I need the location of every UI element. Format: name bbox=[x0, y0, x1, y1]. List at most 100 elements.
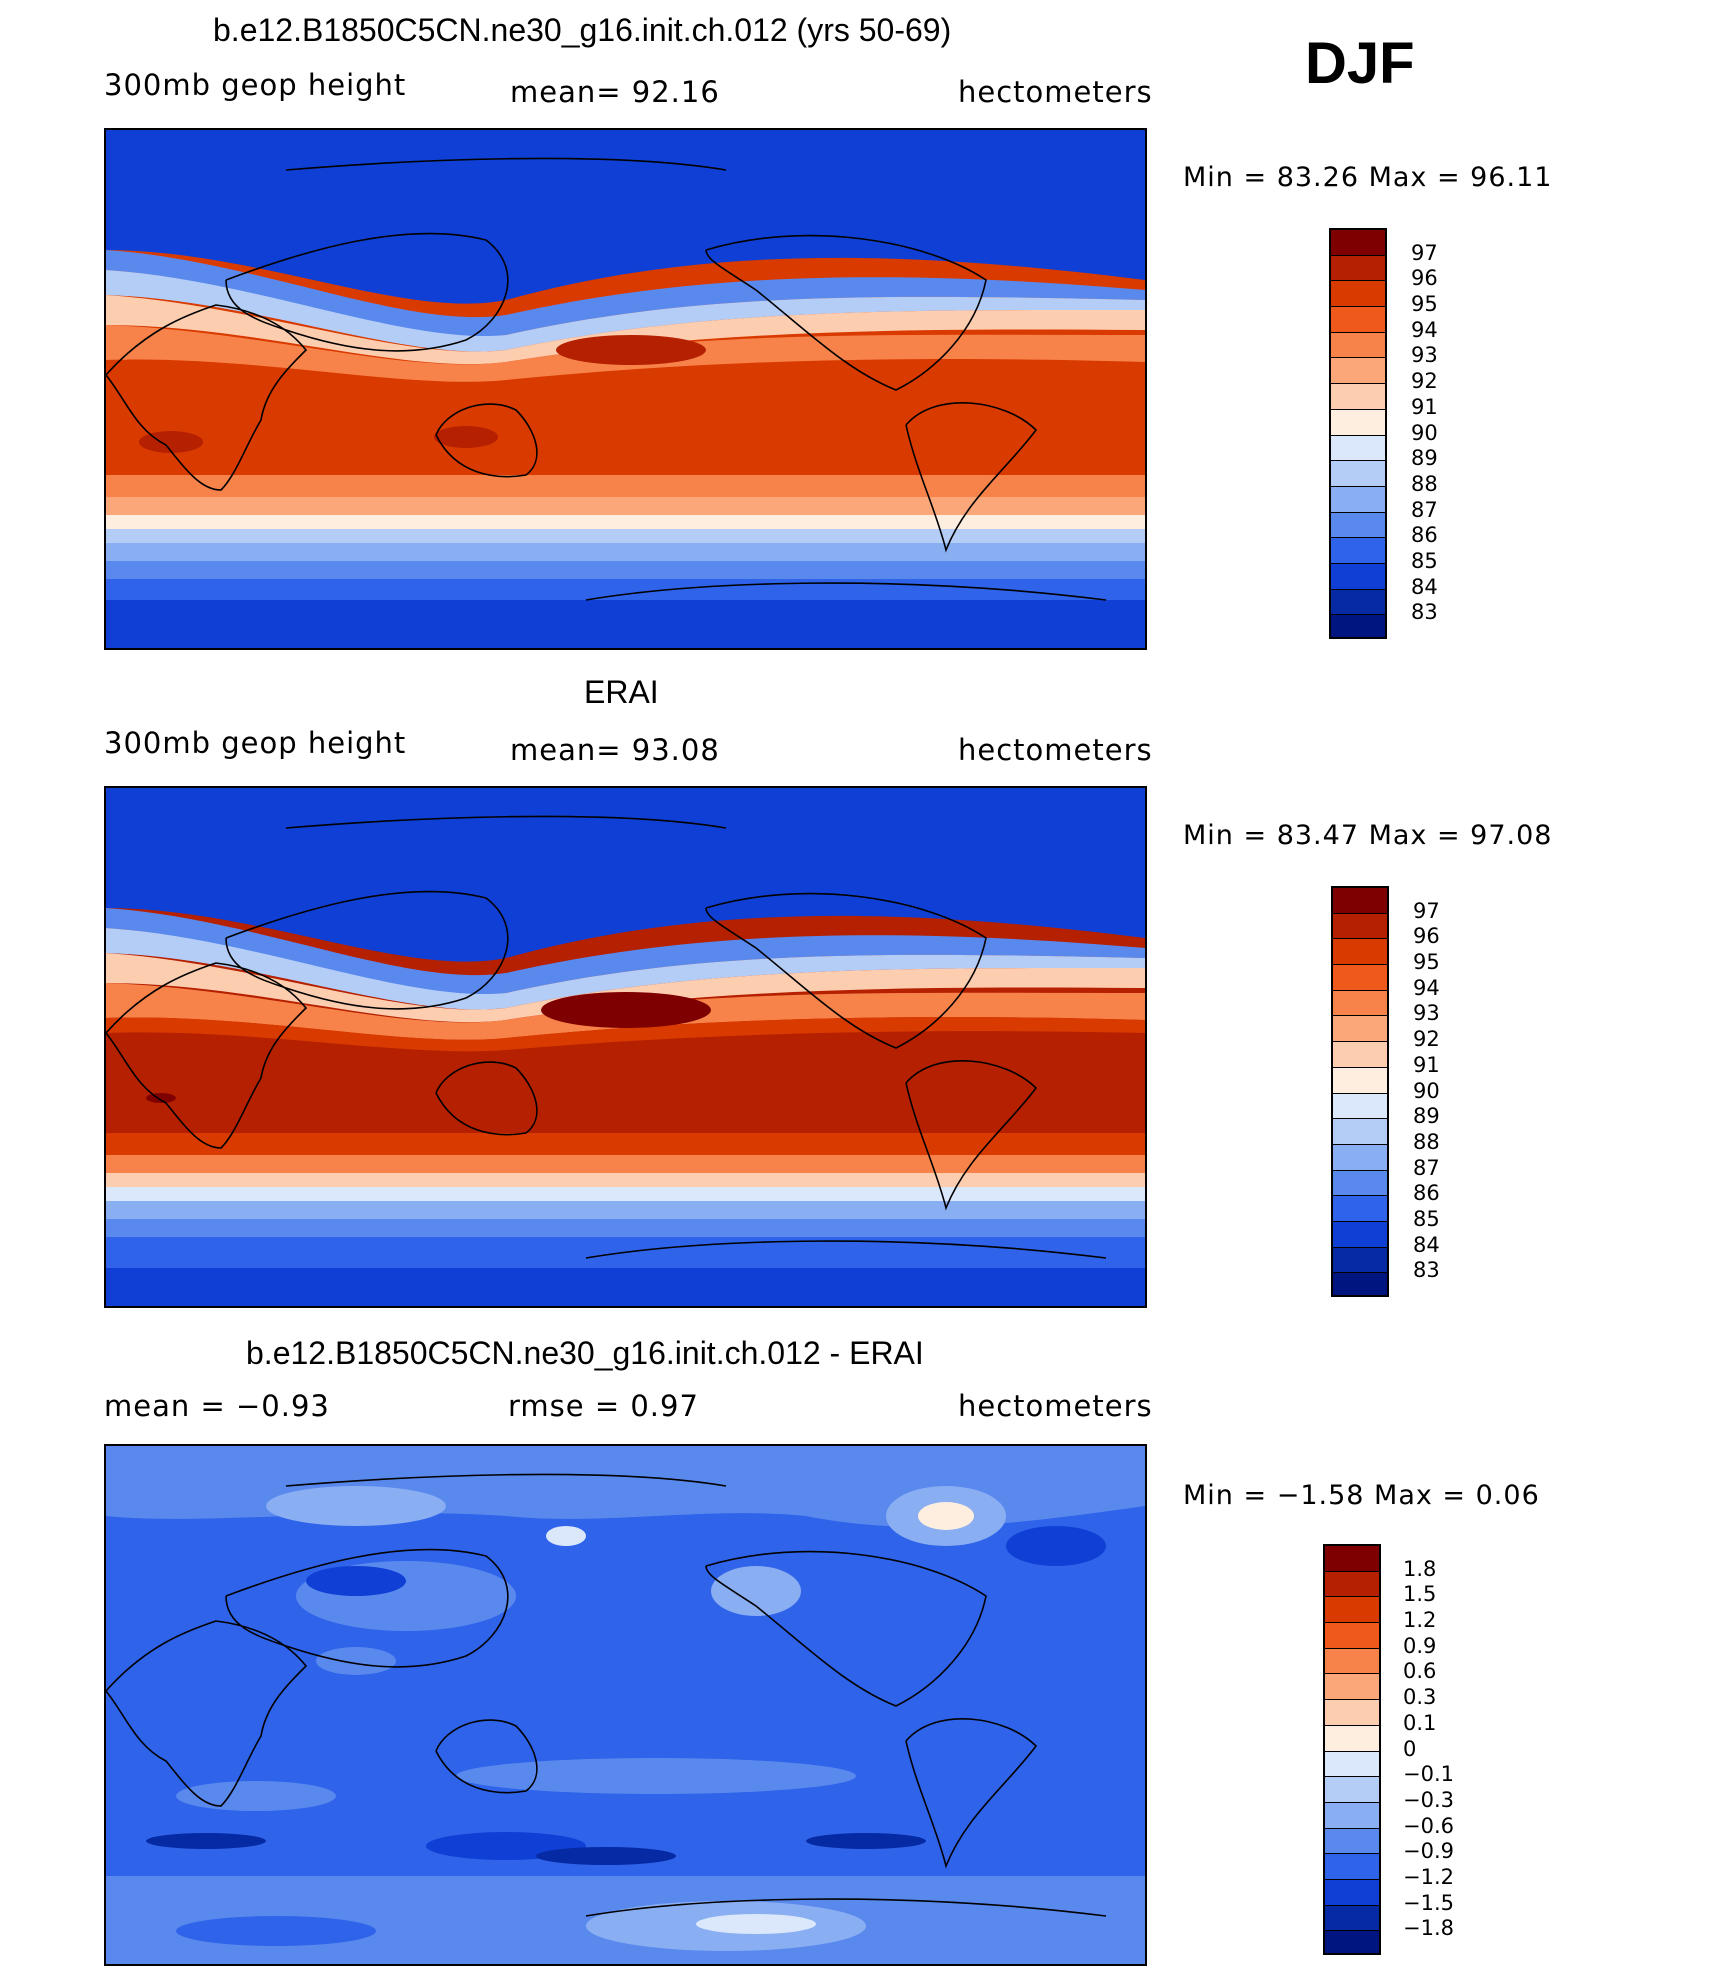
colorbar-level-label: 83 bbox=[1411, 600, 1438, 625]
colorbar-swatch bbox=[1331, 563, 1385, 590]
panel-3-colorbar bbox=[1323, 1544, 1381, 1955]
colorbar-swatch bbox=[1333, 1042, 1387, 1068]
colorbar-swatch bbox=[1333, 1170, 1387, 1197]
colorbar-swatch bbox=[1333, 1144, 1387, 1171]
colorbar-swatch bbox=[1333, 888, 1387, 914]
colorbar-swatch bbox=[1333, 1196, 1387, 1222]
colorbar-level-label: 94 bbox=[1413, 975, 1440, 1000]
colorbar-level-label: 84 bbox=[1413, 1232, 1440, 1257]
colorbar-level-label: −0.9 bbox=[1403, 1839, 1454, 1864]
colorbar-swatch bbox=[1325, 1854, 1379, 1880]
colorbar-swatch bbox=[1333, 1093, 1387, 1120]
panel-3-units-label: hectometers bbox=[958, 1389, 1153, 1423]
panel-3-rmse-label: rmse = 0.97 bbox=[508, 1389, 699, 1423]
colorbar-level-label: 0.6 bbox=[1403, 1659, 1437, 1684]
colorbar-level-label: 97 bbox=[1411, 240, 1438, 265]
colorbar-swatch bbox=[1325, 1879, 1379, 1906]
colorbar-level-label: 85 bbox=[1413, 1206, 1440, 1231]
colorbar-level-label: 0.9 bbox=[1403, 1633, 1437, 1658]
colorbar-swatch bbox=[1333, 965, 1387, 991]
panel-2-map bbox=[104, 786, 1147, 1308]
colorbar-swatch bbox=[1331, 486, 1385, 513]
colorbar-level-label: −1.8 bbox=[1403, 1916, 1454, 1941]
colorbar-swatch bbox=[1333, 1221, 1387, 1248]
colorbar-swatch bbox=[1325, 1674, 1379, 1701]
panel-1-title: b.e12.B1850C5CN.ne30_g16.init.ch.012 (yr… bbox=[213, 12, 952, 48]
colorbar-swatch bbox=[1333, 1067, 1387, 1094]
colorbar-level-label: 92 bbox=[1411, 369, 1438, 394]
colorbar-swatch bbox=[1325, 1597, 1379, 1624]
colorbar-swatch bbox=[1333, 1273, 1387, 1295]
colorbar-swatch bbox=[1333, 1119, 1387, 1145]
panel-1-mean-label: mean= 92.16 bbox=[510, 75, 720, 109]
colorbar-level-label: 95 bbox=[1411, 292, 1438, 317]
colorbar-swatch bbox=[1333, 1016, 1387, 1043]
colorbar-level-label: 0.1 bbox=[1403, 1710, 1437, 1735]
colorbar-swatch bbox=[1333, 939, 1387, 966]
panel-3-title: b.e12.B1850C5CN.ne30_g16.init.ch.012 - E… bbox=[246, 1335, 924, 1371]
panel-2-units-label: hectometers bbox=[958, 733, 1153, 767]
colorbar-swatch bbox=[1325, 1700, 1379, 1726]
colorbar-swatch bbox=[1325, 1571, 1379, 1598]
colorbar-level-label: 87 bbox=[1413, 1155, 1440, 1180]
colorbar-level-label: 90 bbox=[1413, 1078, 1440, 1103]
colorbar-swatch bbox=[1325, 1931, 1379, 1953]
colorbar-swatch bbox=[1331, 461, 1385, 487]
colorbar-level-label: 89 bbox=[1411, 446, 1438, 471]
colorbar-swatch bbox=[1331, 230, 1385, 256]
panel-1-min-max: Min = 83.26 Max = 96.11 bbox=[1183, 162, 1553, 193]
colorbar-level-label: 93 bbox=[1411, 343, 1438, 368]
panel-2-title: ERAI bbox=[584, 674, 659, 710]
colorbar-swatch bbox=[1333, 990, 1387, 1017]
panel-3-mean-label: mean = −0.93 bbox=[104, 1389, 330, 1423]
colorbar-swatch bbox=[1325, 1648, 1379, 1675]
colorbar-level-label: 85 bbox=[1411, 548, 1438, 573]
colorbar-level-label: −1.2 bbox=[1403, 1864, 1454, 1889]
colorbar-level-label: 1.8 bbox=[1403, 1556, 1437, 1581]
panel-2-colorbar bbox=[1331, 886, 1389, 1297]
colorbar-swatch bbox=[1331, 384, 1385, 410]
colorbar-swatch bbox=[1331, 615, 1385, 637]
colorbar-swatch bbox=[1325, 1802, 1379, 1829]
panel-3-map bbox=[104, 1444, 1147, 1966]
colorbar-swatch bbox=[1331, 307, 1385, 333]
colorbar-level-label: −0.3 bbox=[1403, 1787, 1454, 1812]
colorbar-level-label: 94 bbox=[1411, 317, 1438, 342]
colorbar-level-label: −0.6 bbox=[1403, 1813, 1454, 1838]
colorbar-level-label: 95 bbox=[1413, 950, 1440, 975]
colorbar-swatch bbox=[1333, 1247, 1387, 1274]
colorbar-level-label: 97 bbox=[1413, 898, 1440, 923]
colorbar-level-label: −1.5 bbox=[1403, 1890, 1454, 1915]
colorbar-swatch bbox=[1325, 1828, 1379, 1855]
colorbar-swatch bbox=[1331, 281, 1385, 308]
colorbar-level-label: 84 bbox=[1411, 574, 1438, 599]
colorbar-level-label: 91 bbox=[1411, 394, 1438, 419]
panel-1-map bbox=[104, 128, 1147, 650]
season-label: DJF bbox=[1305, 31, 1415, 96]
colorbar-swatch bbox=[1325, 1546, 1379, 1572]
colorbar-level-label: 96 bbox=[1411, 266, 1438, 291]
colorbar-level-label: 96 bbox=[1413, 924, 1440, 949]
colorbar-swatch bbox=[1331, 409, 1385, 436]
colorbar-level-label: 93 bbox=[1413, 1001, 1440, 1026]
colorbar-level-label: 0.3 bbox=[1403, 1685, 1437, 1710]
colorbar-level-label: 89 bbox=[1413, 1104, 1440, 1129]
colorbar-level-label: 86 bbox=[1413, 1181, 1440, 1206]
panel-2-mean-label: mean= 93.08 bbox=[510, 733, 720, 767]
panel-2-min-max: Min = 83.47 Max = 97.08 bbox=[1183, 820, 1553, 851]
colorbar-swatch bbox=[1331, 332, 1385, 359]
colorbar-swatch bbox=[1331, 358, 1385, 385]
colorbar-level-label: 92 bbox=[1413, 1027, 1440, 1052]
colorbar-swatch bbox=[1331, 255, 1385, 282]
colorbar-swatch bbox=[1333, 913, 1387, 940]
colorbar-level-label: 88 bbox=[1413, 1129, 1440, 1154]
panel-1-units-label: hectometers bbox=[958, 75, 1153, 109]
colorbar-level-label: 1.2 bbox=[1403, 1608, 1437, 1633]
colorbar-swatch bbox=[1325, 1623, 1379, 1649]
colorbar-level-label: 87 bbox=[1411, 497, 1438, 522]
colorbar-level-label: 0 bbox=[1403, 1736, 1417, 1761]
colorbar-level-label: 90 bbox=[1411, 420, 1438, 445]
panel-2-variable-label: 300mb geop height bbox=[104, 726, 407, 760]
colorbar-swatch bbox=[1325, 1777, 1379, 1803]
panel-1-colorbar bbox=[1329, 228, 1387, 639]
